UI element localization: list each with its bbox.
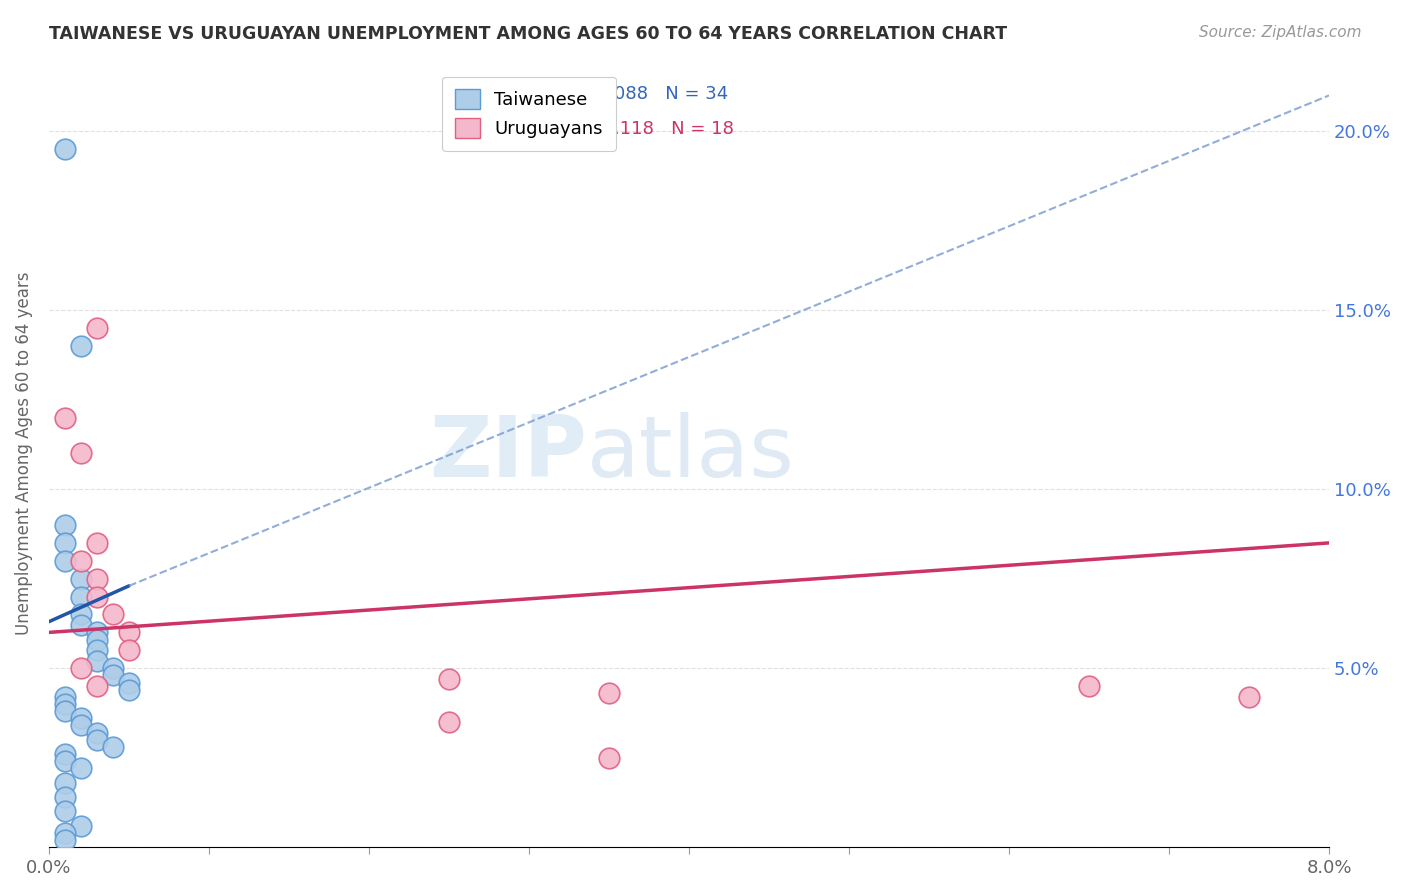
Point: [70, 819, 93, 833]
Point: [86, 590, 108, 604]
Point: [53, 518, 76, 533]
Point: [53, 410, 76, 425]
Point: [86, 536, 108, 550]
Point: [118, 643, 141, 657]
Point: [598, 686, 620, 700]
Point: [86, 643, 108, 657]
Point: [53, 833, 76, 847]
Point: [70, 711, 93, 725]
Point: [53, 142, 76, 156]
Y-axis label: Unemployment Among Ages 60 to 64 years: Unemployment Among Ages 60 to 64 years: [15, 272, 32, 635]
Point: [53, 704, 76, 718]
Point: [437, 672, 460, 686]
Point: [86, 321, 108, 335]
Legend: Taiwanese, Uruguayans: Taiwanese, Uruguayans: [441, 77, 616, 151]
Text: ZIP: ZIP: [429, 412, 586, 495]
Point: [118, 625, 141, 640]
Point: [70, 661, 93, 675]
Point: [70, 554, 93, 568]
Point: [118, 675, 141, 690]
Point: [53, 554, 76, 568]
Point: [1078, 679, 1101, 693]
Point: [53, 754, 76, 768]
Point: [70, 761, 93, 775]
Point: [53, 826, 76, 840]
Text: R =  0.118   N = 18: R = 0.118 N = 18: [558, 120, 734, 138]
Point: [53, 790, 76, 805]
Point: [53, 536, 76, 550]
Text: R = 0.088   N = 34: R = 0.088 N = 34: [558, 86, 728, 103]
Point: [53, 747, 76, 761]
Point: [437, 714, 460, 729]
Point: [70, 590, 93, 604]
Point: [598, 750, 620, 764]
Point: [53, 690, 76, 704]
Point: [70, 618, 93, 632]
Text: atlas: atlas: [586, 412, 794, 495]
Point: [70, 572, 93, 586]
Point: [86, 572, 108, 586]
Point: [70, 718, 93, 732]
Point: [70, 607, 93, 622]
Point: [101, 739, 124, 754]
Point: [86, 732, 108, 747]
Text: TAIWANESE VS URUGUAYAN UNEMPLOYMENT AMONG AGES 60 TO 64 YEARS CORRELATION CHART: TAIWANESE VS URUGUAYAN UNEMPLOYMENT AMON…: [49, 25, 1007, 43]
Point: [86, 625, 108, 640]
Text: Source: ZipAtlas.com: Source: ZipAtlas.com: [1198, 25, 1361, 40]
Point: [53, 805, 76, 819]
Point: [1237, 690, 1260, 704]
Point: [70, 446, 93, 460]
Point: [53, 776, 76, 790]
Point: [101, 607, 124, 622]
Point: [70, 339, 93, 353]
Point: [86, 679, 108, 693]
Point: [86, 632, 108, 647]
Point: [86, 654, 108, 668]
Point: [101, 668, 124, 682]
Point: [101, 661, 124, 675]
Point: [86, 725, 108, 739]
Point: [118, 682, 141, 697]
Point: [53, 697, 76, 711]
